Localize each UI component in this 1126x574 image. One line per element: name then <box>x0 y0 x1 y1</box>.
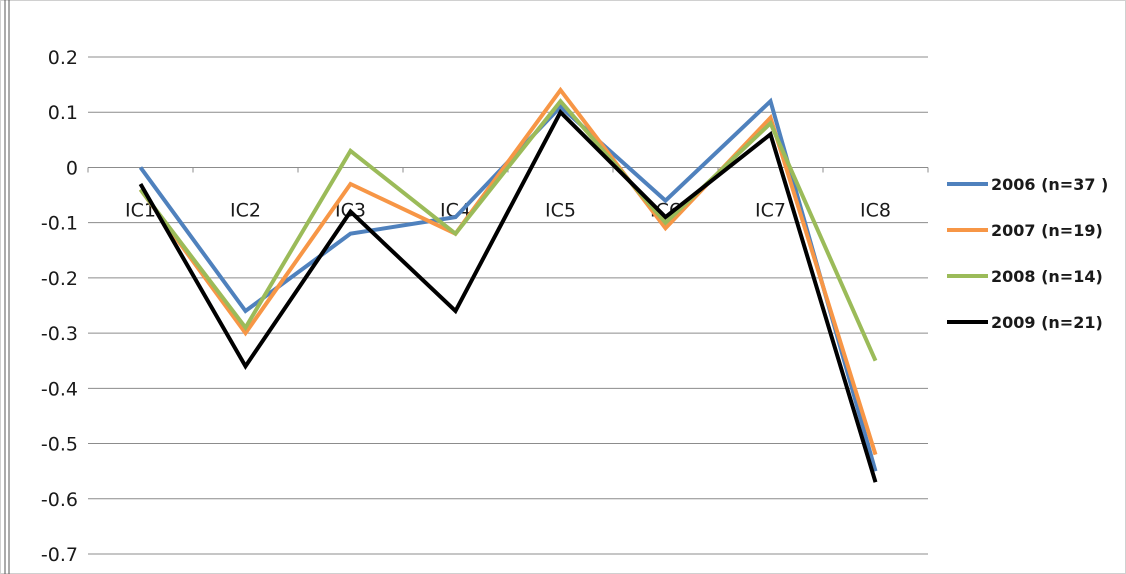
y-tick-label: -0.1 <box>41 213 78 235</box>
y-tick-label: -0.3 <box>41 323 78 345</box>
y-tick-label: -0.4 <box>41 378 78 400</box>
y-tick-label: -0.6 <box>41 489 78 511</box>
legend: 2006 (n=37 ) 2007 (n=19) 2008 (n=14) 2009 (… <box>947 175 1108 332</box>
series-line-4 <box>138 108 878 483</box>
legend-item: 2006 (n=37 ) <box>947 175 1108 194</box>
legend-label: 2006 (n=37 ) <box>991 175 1108 194</box>
legend-label: 2008 (n=14) <box>991 267 1103 286</box>
x-tick-label: IC1 <box>125 199 156 221</box>
legend-item: 2008 (n=14) <box>947 267 1103 286</box>
y-tick-label: -0.7 <box>41 544 78 566</box>
x-tick-label: IC4 <box>440 199 471 221</box>
legend-item: 2009 (n=21) <box>947 313 1103 332</box>
y-tick-label: 0.2 <box>48 47 78 69</box>
series-lines <box>138 86 878 483</box>
y-axis-tick-labels: 0.2 0.1 0 -0.1 -0.2 -0.3 -0.4 -0.5 -0.6 -0.7 <box>41 47 78 566</box>
x-tick-label: IC8 <box>860 199 891 221</box>
x-tick-label: IC2 <box>230 199 261 221</box>
y-tick-label: 0.1 <box>48 102 78 124</box>
y-tick-label: -0.2 <box>41 268 78 290</box>
legend-item: 2007 (n=19) <box>947 221 1103 240</box>
series-line-3 <box>138 98 878 362</box>
x-tick-label: IC5 <box>545 199 576 221</box>
legend-label: 2007 (n=19) <box>991 221 1103 240</box>
legend-label: 2009 (n=21) <box>991 313 1103 332</box>
y-tick-label: 0 <box>66 157 78 179</box>
y-tick-label: -0.5 <box>41 434 78 456</box>
x-tick-label: IC7 <box>755 199 786 221</box>
series-line-2 <box>138 86 878 456</box>
